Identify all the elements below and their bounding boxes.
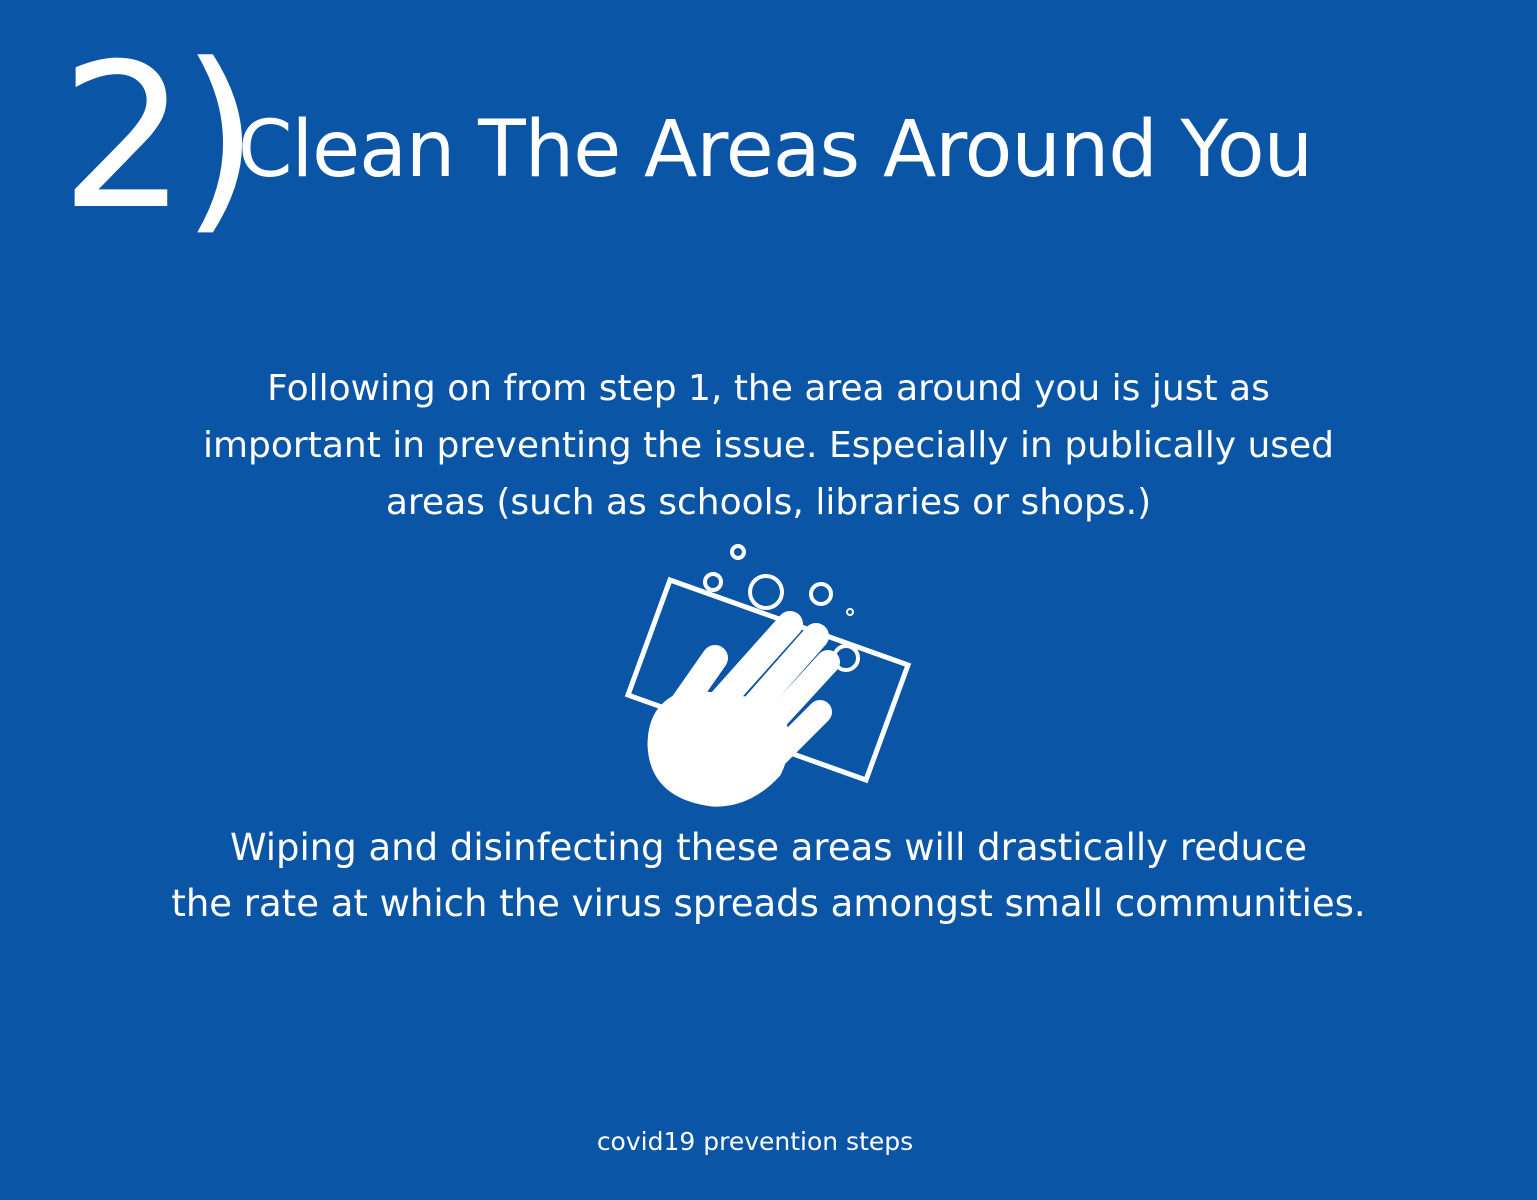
bubble-5	[846, 608, 854, 616]
intro-paragraph: Following on from step 1, the area aroun…	[0, 360, 1537, 531]
detail-paragraph: Wiping and disinfecting these areas will…	[0, 820, 1537, 932]
bubble-1	[730, 544, 746, 560]
page-title: Clean The Areas Around You	[238, 105, 1313, 195]
hand-wiping-cloth-icon	[624, 544, 912, 807]
bubble-2	[703, 572, 723, 592]
intro-line-1: Following on from step 1, the area aroun…	[267, 368, 1270, 409]
bubble-4	[809, 582, 833, 606]
step-number: 2)	[60, 21, 259, 254]
footer-caption: covid19 prevention steps	[596, 1127, 914, 1156]
detail-line-1: Wiping and disinfecting these areas will…	[229, 826, 1308, 869]
hand-shape	[647, 611, 840, 807]
detail-line-2: the rate at which the virus spreads amon…	[171, 882, 1366, 925]
intro-line-3: areas (such as schools, libraries or sho…	[385, 482, 1152, 523]
bubble-3	[748, 574, 784, 610]
intro-line-2: important in preventing the issue. Espec…	[202, 425, 1335, 466]
